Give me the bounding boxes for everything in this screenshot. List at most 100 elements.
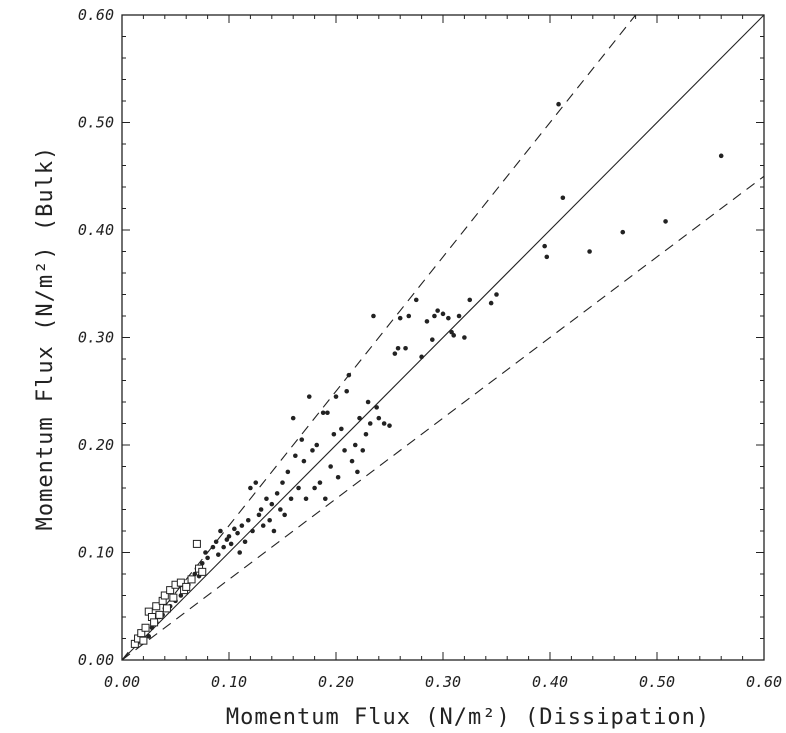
data-point	[310, 448, 315, 453]
data-point	[335, 474, 341, 480]
data-point	[250, 528, 255, 534]
data-point	[306, 394, 312, 399]
data-point	[303, 496, 309, 502]
data-point	[406, 313, 412, 319]
data-point	[323, 496, 328, 502]
data-point	[371, 313, 376, 319]
data-point	[228, 541, 234, 547]
data-point	[213, 539, 219, 545]
square-series	[130, 539, 207, 648]
data-point	[424, 319, 430, 324]
data-point	[269, 501, 275, 507]
data-point	[331, 431, 337, 437]
data-point	[360, 448, 366, 453]
data-point	[296, 485, 301, 491]
data-point	[278, 507, 283, 512]
data-point	[494, 292, 499, 297]
data-point	[663, 219, 668, 224]
data-point-square	[141, 623, 150, 632]
data-point	[239, 523, 245, 528]
x-tick-label: 0.40	[532, 673, 568, 691]
data-point	[451, 333, 457, 338]
y-tick-labels: 0.00 0.10 0.20 0.30 0.40 0.50 0.60	[78, 6, 114, 669]
data-point	[299, 437, 305, 442]
data-point	[146, 634, 152, 639]
data-point	[293, 453, 298, 459]
data-point	[288, 496, 294, 502]
data-point	[290, 415, 296, 421]
y-tick-label: 0.50	[78, 114, 114, 132]
data-point	[264, 496, 269, 502]
data-point	[403, 345, 408, 351]
axis-ticks	[121, 14, 765, 661]
data-point	[365, 399, 371, 405]
data-point	[440, 311, 446, 317]
y-tick-label: 0.20	[78, 436, 114, 454]
data-point	[178, 593, 184, 598]
x-tick-label: 0.10	[211, 673, 247, 691]
data-point-square	[198, 567, 207, 576]
reference-lines	[121, 14, 765, 661]
data-point	[587, 249, 592, 254]
data-point	[397, 315, 403, 321]
y-tick-label: 0.40	[78, 221, 114, 239]
data-point	[149, 625, 155, 631]
data-point	[253, 480, 259, 485]
data-point	[192, 571, 198, 577]
data-point-square	[152, 602, 161, 611]
data-point	[328, 464, 333, 469]
data-point	[237, 550, 242, 555]
data-point	[285, 469, 291, 475]
data-point	[226, 534, 232, 539]
data-point	[363, 431, 369, 437]
data-point	[432, 313, 437, 319]
data-point	[199, 560, 205, 566]
data-point	[542, 243, 547, 249]
data-point-square	[160, 591, 169, 600]
data-point	[205, 555, 210, 561]
data-point	[218, 528, 223, 534]
dot-series	[141, 101, 724, 643]
data-point	[430, 337, 435, 342]
x-tick-labels: 0.00 0.10 0.20 0.30 0.40 0.50 0.60	[104, 673, 782, 691]
y-tick-label: 0.10	[78, 544, 114, 562]
x-axis-title: Momentum Flux (N/m²) (Dissipation)	[226, 705, 710, 730]
x-tick-label: 0.00	[104, 673, 140, 691]
data-point	[221, 544, 226, 550]
dashed-reference-line	[121, 14, 637, 661]
data-point-square	[166, 586, 175, 595]
data-point	[342, 448, 347, 453]
data-point	[339, 426, 344, 432]
data-point	[210, 544, 216, 550]
data-point	[367, 421, 373, 426]
x-tick-label: 0.60	[746, 673, 782, 691]
data-point	[488, 300, 494, 306]
data-point	[718, 153, 724, 159]
data-point	[248, 485, 253, 491]
data-point	[352, 442, 358, 448]
data-point	[392, 351, 398, 356]
data-point	[355, 469, 360, 475]
data-point	[271, 528, 277, 534]
data-point-square	[182, 582, 191, 591]
data-point-square	[139, 636, 148, 645]
data-point	[456, 313, 462, 319]
y-tick-label: 0.30	[78, 329, 114, 347]
data-point	[346, 372, 352, 378]
y-tick-label: 0.60	[78, 6, 114, 24]
data-point	[260, 523, 266, 528]
data-point	[274, 491, 280, 496]
data-point	[282, 512, 287, 518]
data-point	[320, 410, 326, 416]
data-point	[235, 530, 240, 536]
y-axis-title: Momentum Flux (N/m²) (Bulk)	[33, 146, 58, 531]
x-tick-label: 0.20	[318, 673, 354, 691]
data-point	[245, 517, 251, 523]
data-point	[203, 550, 208, 555]
data-point	[258, 507, 264, 512]
data-point-square	[169, 593, 178, 602]
data-point	[325, 410, 330, 416]
data-point-square	[187, 575, 196, 584]
data-point	[267, 517, 272, 523]
data-point	[280, 480, 285, 485]
